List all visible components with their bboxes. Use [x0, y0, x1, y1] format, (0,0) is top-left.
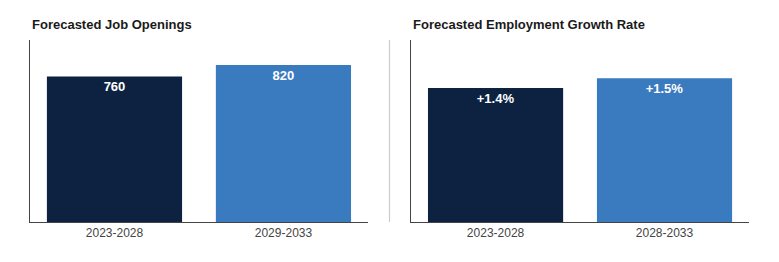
svg-text:Forecasted Job Openings: Forecasted Job Openings — [32, 17, 192, 32]
svg-text:+1.5%: +1.5% — [646, 81, 684, 96]
svg-text:2028-2033: 2028-2033 — [636, 226, 694, 240]
svg-text:2023-2028: 2023-2028 — [467, 226, 525, 240]
svg-text:Forecasted Employment Growth R: Forecasted Employment Growth Rate — [413, 17, 645, 32]
svg-text:2023-2028: 2023-2028 — [86, 226, 144, 240]
svg-text:2029-2033: 2029-2033 — [255, 226, 313, 240]
svg-text:820: 820 — [273, 68, 295, 83]
svg-text:760: 760 — [104, 79, 126, 94]
svg-text:+1.4%: +1.4% — [477, 91, 515, 106]
